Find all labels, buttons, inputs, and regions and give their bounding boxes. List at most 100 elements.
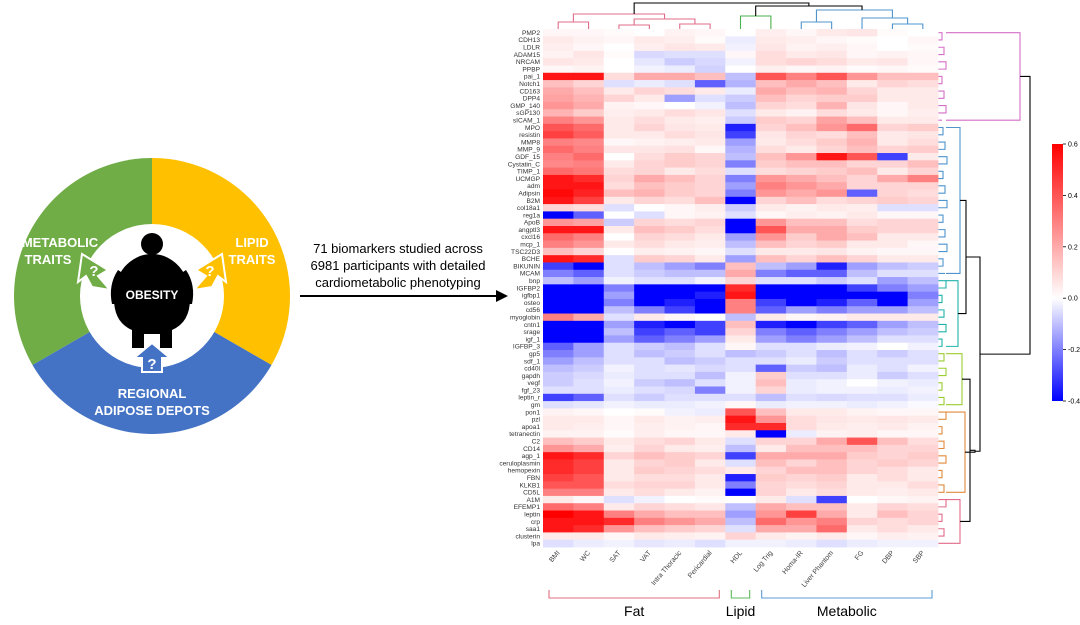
heatmap-cell [694,138,726,147]
heatmap-cell [846,87,878,96]
row-label: tetranectin [509,431,540,438]
heatmap-cell [877,167,909,176]
heatmap-cell [877,291,909,300]
heatmap-cell [877,116,909,125]
heatmap-cell [786,306,817,314]
heatmap-cell [664,29,696,37]
heatmap-cell [907,474,939,482]
heatmap-cell [725,277,757,285]
heatmap-cell [603,43,635,52]
heatmap-cell [694,379,726,387]
heatmap-cell [816,386,848,395]
dendro-branch [938,528,945,537]
heatmap-cell [907,539,939,548]
heatmap-cell [786,58,817,66]
heatmap-cell [846,306,878,314]
heatmap-cell [816,430,848,438]
row-label: Adipsin [518,190,540,197]
heatmap-cell [664,532,696,541]
heatmap-cell [573,80,605,88]
heatmap-cell [543,189,574,198]
row-label: NRCAM [516,59,540,66]
heatmap-cell [725,306,757,314]
heatmap-cell [543,50,574,59]
heatmap-cell [603,145,635,154]
heatmap-cell [755,474,787,482]
group-label: Lipid [726,603,756,619]
heatmap-cell [755,503,787,511]
heatmap-cell [694,371,726,380]
heatmap-cell [694,525,726,533]
heatmap-cell [603,393,635,402]
heatmap-cell [755,481,787,490]
heatmap-cell [634,444,665,453]
heatmap-cell [816,306,848,314]
heatmap-cell [603,517,635,526]
heatmap-cell [816,247,848,256]
heatmap-cell [543,160,574,169]
heatmap-cell [603,225,635,234]
colorbar-tick-label: 0.0 [1068,296,1078,303]
heatmap-cell [543,65,574,74]
heatmap-cell [543,284,574,293]
heatmap-cell [907,36,939,44]
heatmap-cell [846,422,878,431]
heatmap-cell [694,452,726,460]
heatmap-cell [846,357,878,366]
heatmap-cell [907,65,939,74]
heatmap-cell [725,218,757,227]
heatmap-cell [786,393,817,402]
heatmap-cell [573,277,605,285]
heatmap-cell [816,101,848,110]
heatmap-cell [634,415,665,424]
heatmap-cell [573,87,605,96]
heatmap-cell [573,371,605,380]
heatmap-cell [725,247,757,256]
heatmap-cell [573,430,605,438]
dendro-branch [861,17,909,29]
heatmap-cell [725,196,757,205]
heatmap-cell [543,306,574,314]
heatmap-cell [786,495,817,504]
heatmap-cell [543,379,574,387]
heatmap-cell [907,189,939,198]
heatmap-cell [603,153,635,161]
heatmap-cell [846,525,878,533]
heatmap-cell [877,277,909,285]
heatmap-cell [846,123,878,132]
heatmap-cell [543,58,574,66]
heatmap-cell [664,510,696,519]
heatmap-cell [755,291,787,300]
row-label: col18a1 [517,205,540,212]
heatmap-cell [694,160,726,169]
row-label: igfbp1 [522,293,540,300]
heatmap-cell [725,72,757,81]
heatmap-cell [664,255,696,263]
heatmap-cell [877,269,909,278]
heatmap-cell [816,218,848,227]
heatmap-cell [846,474,878,482]
heatmap-cell [725,386,757,395]
heatmap-cell [907,80,939,88]
heatmap-cell [786,313,817,322]
heatmap-cell [907,116,939,125]
heatmap-cell [907,357,939,366]
heatmap-cell [694,459,726,468]
heatmap-cell [877,240,909,249]
heatmap-cell [816,503,848,511]
heatmap-cell [816,320,848,329]
dendro-branch [815,9,893,22]
heatmap-cell [664,474,696,482]
heatmap-cell [725,109,757,117]
heatmap-cell [816,240,848,249]
row-label: PMP2 [522,30,540,37]
heatmap-cell [786,357,817,366]
heatmap-cell [543,430,574,438]
heatmap-cell [725,328,757,336]
heatmap-cell [907,72,939,81]
heatmap-cell [877,430,909,438]
heatmap-cell [907,488,939,497]
dendro-branch [938,105,947,114]
heatmap-cell [786,401,817,409]
